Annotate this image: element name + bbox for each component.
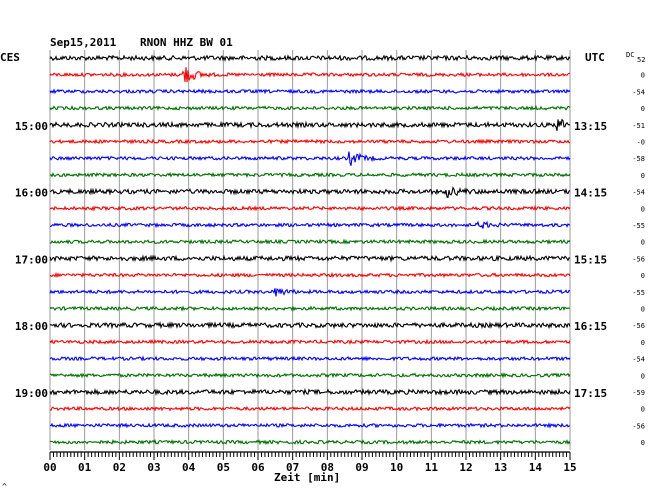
left-hour-label: 17:00 (15, 253, 48, 266)
dc-offset-value: -54 (632, 189, 645, 197)
dc-offset-value: 0 (641, 205, 645, 213)
trace-row-12 (49, 254, 571, 263)
x-tick-label: 09 (355, 461, 368, 474)
dc-offset-value: -55 (632, 289, 645, 297)
trace-row-5 (49, 138, 571, 145)
trace-row-17 (49, 338, 571, 345)
x-tick-label: 03 (147, 461, 160, 474)
dc-offset-value: -55 (632, 222, 645, 230)
left-hour-label: 18:00 (15, 320, 48, 333)
left-timezone-label: CES (0, 51, 20, 64)
trace-row-8 (49, 186, 571, 198)
x-tick-label: 05 (217, 461, 230, 474)
dc-offset-value: -54 (632, 88, 645, 96)
trace-row-3 (49, 104, 571, 112)
dc-offset-value: -59 (632, 389, 645, 397)
dc-offset-value: -56 (632, 322, 645, 330)
trace-row-15 (49, 305, 571, 312)
left-hour-label: 16:00 (15, 187, 48, 200)
trace-row-21 (49, 405, 571, 412)
dc-offset-value: -56 (632, 255, 645, 263)
station-label: RNON HHZ BW 01 (140, 36, 233, 49)
x-tick-label: 10 (390, 461, 403, 474)
dc-offset-value: -51 (632, 122, 645, 130)
date-label: Sep15,2011 (50, 36, 117, 49)
seismic-traces (49, 54, 571, 446)
dc-offset-value: -54 (632, 356, 645, 364)
right-hour-label: 14:15 (574, 187, 607, 200)
dc-offset-value: 0 (641, 439, 645, 447)
trace-row-10 (50, 220, 571, 229)
left-hour-label: 19:00 (15, 387, 48, 400)
right-hour-label: 17:15 (574, 387, 607, 400)
trace-row-13 (49, 271, 571, 279)
trace-row-0 (49, 54, 571, 63)
trace-row-1 (49, 67, 570, 83)
x-tick-label: 00 (43, 461, 56, 474)
hour-labels: 15:00 16:00 17:00 18:00 19:00 13:15 14:15 15:15… (15, 120, 607, 400)
x-axis: 00 01 02 03 04 05 06 07 08 09 10 11 12 13 14 15 (43, 451, 577, 474)
x-tick-label: 14 (529, 461, 543, 474)
x-tick-label: 13 (494, 461, 507, 474)
trace-row-22 (49, 422, 571, 429)
trace-row-18 (49, 355, 571, 362)
trace-row-20 (49, 387, 571, 397)
right-hour-label: 16:15 (574, 320, 607, 333)
dc-offset-value: -0 (637, 139, 645, 147)
first-dc-value: 52 (637, 56, 645, 64)
x-tick-label: 15 (563, 461, 576, 474)
trace-row-23 (49, 439, 571, 446)
trace-row-2 (49, 88, 571, 95)
footer-mark: ^ (2, 482, 7, 491)
x-tick-label: 11 (425, 461, 439, 474)
x-tick-label: 01 (78, 461, 92, 474)
trace-row-9 (49, 205, 571, 212)
dc-offset-value: 0 (641, 406, 645, 414)
dc-offset-value: 0 (641, 105, 645, 113)
right-timezone-label: UTC (585, 51, 605, 64)
dc-offset-value: -58 (632, 155, 645, 163)
dc-offset-value: 0 (641, 172, 645, 180)
dc-offset-column: 0 -54 0 -51 -0 -58 0 -54 0 -55 0 -56 0 -55 0 -56 0 -54 0 -5… (632, 72, 645, 447)
x-tick-label: 04 (182, 461, 196, 474)
x-tick-label: 06 (251, 461, 265, 474)
dc-offset-value: 0 (641, 372, 645, 380)
x-tick-label: 02 (113, 461, 126, 474)
dc-header-label: DC (626, 51, 634, 59)
trace-row-19 (49, 372, 571, 379)
x-tick-label: 12 (459, 461, 472, 474)
x-tick-label: 07 (286, 461, 299, 474)
dc-offset-value: 0 (641, 72, 645, 80)
trace-row-6 (49, 151, 571, 166)
trace-row-7 (49, 171, 571, 179)
left-hour-label: 15:00 (15, 120, 48, 133)
right-hour-label: 15:15 (574, 253, 607, 266)
dc-offset-value: 0 (641, 239, 645, 247)
dc-offset-value: 0 (641, 272, 645, 280)
dc-offset-value: 0 (641, 306, 645, 314)
trace-row-4 (49, 118, 571, 131)
trace-row-11 (49, 238, 571, 245)
right-hour-label: 13:15 (574, 120, 607, 133)
dc-offset-value: -56 (632, 422, 645, 430)
x-tick-label: 08 (321, 461, 334, 474)
dc-offset-value: 0 (641, 339, 645, 347)
trace-row-14 (49, 288, 571, 297)
trace-row-16 (49, 321, 571, 330)
minute-gridlines (49, 50, 571, 450)
x-axis-title: Zeit [min] (274, 471, 340, 484)
